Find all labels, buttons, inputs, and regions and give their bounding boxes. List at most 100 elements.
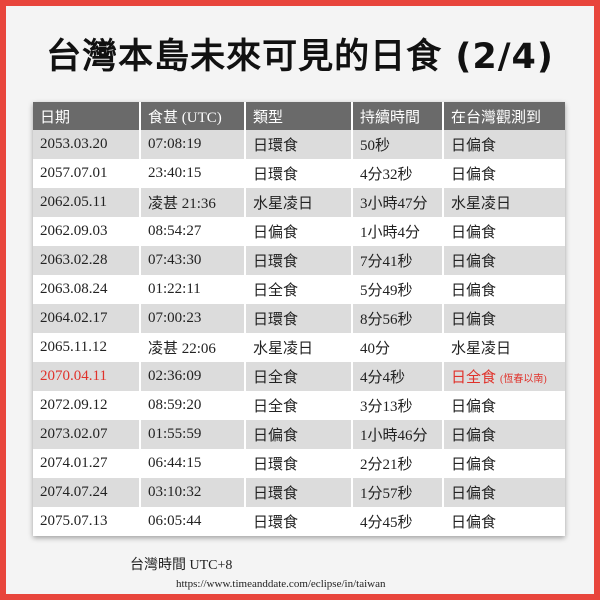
- table-cell: 07:00:23: [140, 304, 246, 333]
- table-cell: 2063.08.24: [33, 275, 141, 304]
- cell-text: 日環食: [253, 486, 299, 502]
- table-cell: 凌甚 22:06: [140, 333, 246, 362]
- cell-text: 40分: [360, 341, 391, 357]
- table-row: 2074.07.24 03:10:32 日環食 1分57秒 日偏食: [33, 478, 565, 507]
- table-cell: 日偏食: [443, 449, 565, 478]
- table-cell: 06:44:15: [140, 449, 246, 478]
- cell-text: 2065.11.12: [40, 339, 107, 355]
- table-cell: 日偏食: [443, 275, 565, 304]
- cell-text: 2064.02.17: [40, 310, 108, 326]
- table-cell: 2062.09.03: [33, 217, 141, 246]
- table-cell: 2074.07.24: [33, 478, 141, 507]
- cell-text: 07:43:30: [148, 252, 202, 268]
- cell-text: 3小時47分: [360, 196, 428, 212]
- cell-text: 凌甚 22:06: [148, 341, 216, 357]
- table-cell: 1小時46分: [352, 420, 444, 449]
- cell-text: 4分4秒: [360, 370, 406, 386]
- table-cell: 3小時47分: [352, 188, 444, 217]
- cell-text: 日偏食: [451, 312, 497, 328]
- table-row: 2065.11.12 凌甚 22:06 水星凌日 40分 水星凌日: [33, 333, 565, 362]
- column-header: 類型: [245, 102, 353, 130]
- cell-text: 2057.07.01: [40, 165, 108, 181]
- cell-text: 日全食: [253, 283, 299, 299]
- table-cell: 2063.02.28: [33, 246, 141, 275]
- cell-text: 日全食: [253, 370, 299, 386]
- cell-text: 50秒: [360, 138, 391, 154]
- cell-note: (恆春以南): [500, 374, 547, 385]
- table-cell: 日偏食: [443, 391, 565, 420]
- cell-text: 2063.02.28: [40, 252, 108, 268]
- table-cell: 日環食: [245, 246, 353, 275]
- table-cell: 01:22:11: [140, 275, 246, 304]
- table-cell: 2065.11.12: [33, 333, 141, 362]
- cell-text: 日環食: [253, 312, 299, 328]
- table-cell: 2062.05.11: [33, 188, 141, 217]
- table-cell: 日全食: [245, 362, 353, 391]
- cell-text: 02:36:09: [148, 368, 202, 384]
- cell-text: 日偏食: [451, 428, 497, 444]
- cell-text: 4分32秒: [360, 167, 413, 183]
- table-cell: 凌甚 21:36: [140, 188, 246, 217]
- table-cell: 日偏食: [443, 478, 565, 507]
- table-cell: 4分32秒: [352, 159, 444, 188]
- cell-text: 07:00:23: [148, 310, 202, 326]
- table-row: 2053.03.20 07:08:19 日環食 50秒 日偏食: [33, 130, 565, 159]
- table-row: 2064.02.17 07:00:23 日環食 8分56秒 日偏食: [33, 304, 565, 333]
- table-row: 2075.07.13 06:05:44 日環食 4分45秒 日偏食: [33, 507, 565, 536]
- cell-text: 8分56秒: [360, 312, 413, 328]
- cell-text: 4分45秒: [360, 515, 413, 531]
- cell-text: 日偏食: [253, 225, 299, 241]
- table-cell: 40分: [352, 333, 444, 362]
- cell-text: 水星凌日: [253, 196, 314, 212]
- table-cell: 4分45秒: [352, 507, 444, 536]
- cell-text: 日偏食: [451, 515, 497, 531]
- cell-text: 2074.07.24: [40, 484, 108, 500]
- cell-text: 2063.08.24: [40, 281, 108, 297]
- table-cell: 日環食: [245, 478, 353, 507]
- cell-text: 7分41秒: [360, 254, 413, 270]
- table-cell: 日偏食: [443, 159, 565, 188]
- cell-text: 2053.03.20: [40, 136, 108, 152]
- table-cell: 02:36:09: [140, 362, 246, 391]
- table-cell: 2070.04.11: [33, 362, 141, 391]
- cell-text: 日偏食: [451, 399, 497, 415]
- table-row: 2073.02.07 01:55:59 日偏食 1小時46分 日偏食: [33, 420, 565, 449]
- table-cell: 2053.03.20: [33, 130, 141, 159]
- cell-text: 3分13秒: [360, 399, 413, 415]
- table-cell: 2057.07.01: [33, 159, 141, 188]
- table-cell: 日環食: [245, 507, 353, 536]
- table-cell: 日偏食: [443, 130, 565, 159]
- title: 台灣本島未來可見的日食 (2/4): [46, 37, 554, 77]
- table-cell: 07:08:19: [140, 130, 246, 159]
- cell-text: 2分21秒: [360, 457, 413, 473]
- cell-text: 日全食: [451, 370, 497, 386]
- table-row: 2063.08.24 01:22:11 日全食 5分49秒 日偏食: [33, 275, 565, 304]
- cell-text: 2070.04.11: [40, 368, 107, 384]
- column-header: 日期: [33, 102, 141, 130]
- table-cell: 日全食 (恆春以南): [443, 362, 565, 391]
- column-header: 食甚 (UTC): [140, 102, 246, 130]
- timezone-note: 台灣時間 UTC+8: [130, 558, 233, 573]
- cell-text: 日偏食: [451, 283, 497, 299]
- table-cell: 4分4秒: [352, 362, 444, 391]
- cell-text: 日偏食: [451, 167, 497, 183]
- table-row: 2062.09.03 08:54:27 日偏食 1小時4分 日偏食: [33, 217, 565, 246]
- table-cell: 1分57秒: [352, 478, 444, 507]
- header-row: 日期 食甚 (UTC) 類型 持續時間 在台灣觀測到: [33, 102, 565, 130]
- table-cell: 2075.07.13: [33, 507, 141, 536]
- table-cell: 2074.01.27: [33, 449, 141, 478]
- table-row: 2074.01.27 06:44:15 日環食 2分21秒 日偏食: [33, 449, 565, 478]
- table-row: 2072.09.12 08:59:20 日全食 3分13秒 日偏食: [33, 391, 565, 420]
- table-cell: 07:43:30: [140, 246, 246, 275]
- cell-text: 07:08:19: [148, 136, 202, 152]
- table-cell: 日環食: [245, 304, 353, 333]
- cell-text: 08:59:20: [148, 397, 202, 413]
- cell-text: 06:44:15: [148, 455, 202, 471]
- table-cell: 日偏食: [443, 246, 565, 275]
- cell-text: 2073.02.07: [40, 426, 108, 442]
- table-cell: 8分56秒: [352, 304, 444, 333]
- table-cell: 日全食: [245, 391, 353, 420]
- cell-text: 日環食: [253, 254, 299, 270]
